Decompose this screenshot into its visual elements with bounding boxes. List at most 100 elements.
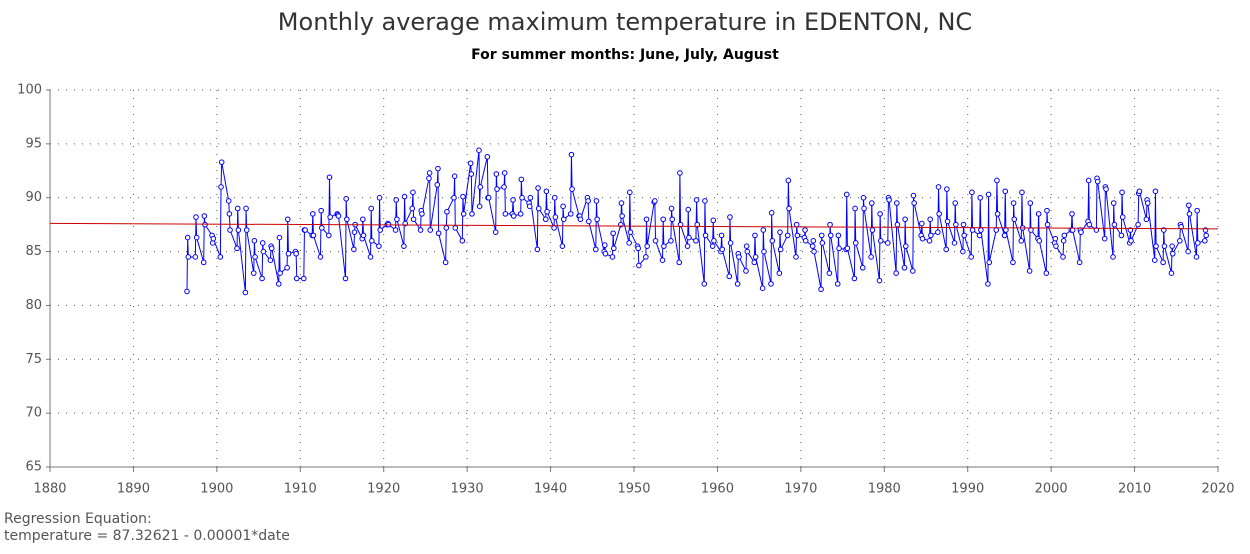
data-point [711,238,717,244]
data-point [343,195,349,202]
data-point [793,221,800,228]
data-point [460,211,467,217]
data-point [701,281,708,287]
data-point [734,281,741,287]
data-point [510,197,516,203]
data-point [551,194,558,201]
data-point [1093,227,1100,233]
data-point [794,232,801,239]
data-point [994,177,1000,184]
data-point [594,216,600,223]
data-point [919,220,925,227]
data-point [202,221,208,228]
data-point [1001,232,1008,239]
data-point [451,194,457,201]
data-point [327,214,333,220]
data-point [567,211,574,217]
data-point [818,286,824,293]
data-point [777,246,784,253]
data-point [310,211,316,217]
data-point [552,214,559,220]
data-point [969,227,976,233]
data-point [1176,238,1183,244]
data-point [360,232,367,239]
x-tick-label: 1960 [701,482,734,497]
data-point [218,159,225,165]
data-point [218,184,224,190]
data-point [310,232,317,239]
data-point [1018,238,1025,244]
data-point [300,275,307,282]
data-point [452,225,459,231]
data-point [319,225,325,231]
data-point [903,243,909,249]
x-tick-label: 1880 [33,482,66,497]
data-point [635,245,641,252]
data-point [761,248,767,255]
x-tick-label: 1920 [367,482,400,497]
data-point [835,232,842,239]
data-point [443,225,450,231]
data-point [694,221,701,228]
data-point [718,232,725,239]
data-point [760,227,767,233]
data-point [859,264,866,271]
data-point [852,240,859,246]
data-point [302,227,308,233]
data-point [1086,221,1093,228]
data-point [317,254,324,260]
data-point [636,262,642,269]
data-point [342,275,349,282]
data-point [410,189,416,196]
data-point [944,186,950,192]
data-point [401,193,408,200]
data-point [527,194,534,201]
data-point [434,181,441,188]
series-line [186,150,1207,293]
data-point [661,243,667,249]
data-point [560,216,567,223]
data-point [1169,250,1176,257]
data-point [978,227,984,233]
data-point [784,232,791,239]
data-point [1010,200,1017,206]
data-point [936,211,942,217]
data-point [810,238,817,244]
data-point [185,254,192,260]
chart-subtitle: For summer months: June, July, August [471,47,779,63]
data-point [843,191,850,198]
footnote: Regression Equation: [4,511,152,527]
y-tick-label: 70 [25,406,42,421]
data-point [1202,238,1208,244]
data-point [1060,254,1066,260]
data-point [819,240,826,246]
data-point [743,268,749,274]
data-point [626,240,632,246]
data-point [409,205,416,212]
data-point [811,248,817,255]
footnote: temperature = 87.32621 - 0.00001*date [4,528,290,544]
data-point [226,211,233,217]
data-point [627,189,633,196]
data-point [427,227,434,233]
data-point [1136,188,1143,195]
data-point [894,221,901,228]
data-point [243,205,249,212]
y-tick-label: 65 [25,460,42,475]
x-tick-label: 1950 [617,482,650,497]
data-point [485,194,492,201]
data-point [543,188,550,195]
data-point [802,227,808,233]
series-line [49,222,1219,230]
data-point [234,205,241,212]
data-point [460,193,466,200]
data-point [467,160,474,167]
data-point [193,234,200,241]
data-point [1085,177,1092,184]
data-point [777,229,783,235]
data-point [677,221,684,228]
data-point [1153,243,1159,249]
data-point [611,245,617,252]
data-point [184,288,190,295]
data-point [1036,238,1043,244]
